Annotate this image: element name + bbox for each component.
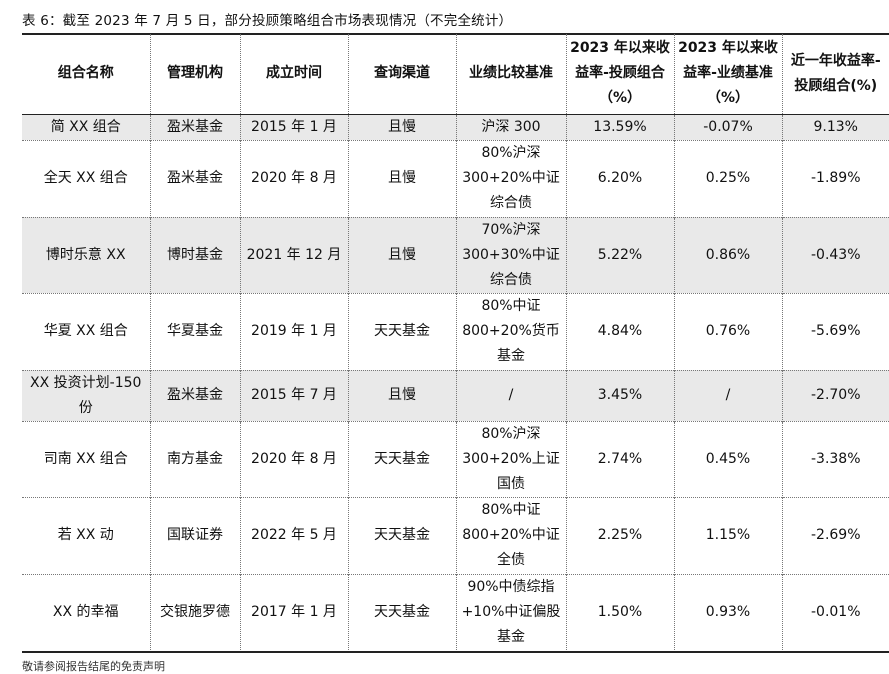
cell-r1: 4.84%	[565, 292, 674, 370]
cell-r1: 13.59%	[565, 113, 674, 140]
cell-date: 2019 年 1 月	[239, 292, 348, 370]
cell-name: XX 投资计划-150 份	[22, 369, 150, 421]
table-caption: 表 6：截至 2023 年 7 月 5 日，部分投顾策略组合市场表现情况（不完全…	[22, 13, 513, 29]
portfolio-table: 组合名称 管理机构 成立时间 查询渠道 业绩比较基准 2023 年以来收益率-投…	[22, 34, 889, 650]
cell-name: XX 的幸福	[22, 573, 150, 650]
header-cell-r3: 近一年收益率-投顾组合(%)	[781, 34, 889, 115]
table-bottom-rule	[22, 651, 889, 653]
cell-r1: 6.20%	[565, 139, 674, 217]
cell-r1: 5.22%	[565, 216, 674, 293]
cell-org: 交银施罗德	[149, 573, 240, 650]
cell-r3: -2.69%	[781, 496, 889, 574]
cell-date: 2020 年 8 月	[239, 420, 348, 497]
header-cell-channel: 查询渠道	[347, 34, 456, 115]
table-row: XX 投资计划-150 份盈米基金 2015 年 7 月且慢/3.45% / -2.7…	[22, 369, 889, 421]
cell-bench: 80%沪深300+20%上证国债	[455, 420, 566, 497]
cell-bench: /	[455, 369, 566, 421]
header-cell-name: 组合名称	[22, 34, 150, 115]
cell-org: 盈米基金	[149, 113, 240, 140]
cell-r2: 0.45%	[673, 420, 782, 497]
cell-date: 2022 年 5 月	[239, 496, 348, 574]
cell-channel: 天天基金	[347, 573, 456, 650]
cell-date: 2017 年 1 月	[239, 573, 348, 650]
header-cell-r2: 2023 年以来收益率-业绩基准（%）	[673, 34, 782, 115]
cell-date: 2015 年 1 月	[239, 113, 348, 140]
cell-channel: 天天基金	[347, 420, 456, 497]
header-cell-date: 成立时间	[239, 34, 348, 115]
cell-r3: -2.70%	[781, 369, 889, 421]
cell-bench: 80%沪深300+20%中证综合债	[455, 139, 566, 217]
cell-channel: 天天基金	[347, 496, 456, 574]
table-body: 简 XX 组合 盈米基金 2015 年 1 月且慢 沪深 300 13.59% -0.07…	[22, 113, 889, 650]
table-row: 全天 XX 组合 盈米基金 2020 年 8 月且慢 80%沪深300+20%中证综合…	[22, 139, 889, 217]
cell-name: 全天 XX 组合	[22, 139, 150, 217]
cell-org: 博时基金	[149, 216, 240, 293]
cell-name: 若 XX 动	[22, 496, 150, 574]
cell-r1: 3.45%	[565, 369, 674, 421]
table-row: 简 XX 组合 盈米基金 2015 年 1 月且慢 沪深 300 13.59% -0.07…	[22, 113, 889, 140]
cell-r3: -0.01%	[781, 573, 889, 650]
cell-org: 华夏基金	[149, 292, 240, 370]
cell-r2: -0.07%	[673, 113, 782, 140]
cell-date: 2021 年 12 月	[239, 216, 348, 293]
cell-bench: 沪深 300	[455, 113, 566, 140]
cell-r2: 1.15%	[673, 496, 782, 574]
cell-date: 2020 年 8 月	[239, 139, 348, 217]
cell-channel: 且慢	[347, 113, 456, 140]
cell-r3: -0.43%	[781, 216, 889, 293]
cell-org: 国联证券	[149, 496, 240, 574]
table-row: 博时乐意 XX 博时基金 2021 年 12 月且慢 70%沪深300+30%中证综合…	[22, 216, 889, 293]
cell-bench: 70%沪深300+30%中证综合债	[455, 216, 566, 293]
header-row: 组合名称 管理机构 成立时间 查询渠道 业绩比较基准 2023 年以来收益率-投…	[22, 34, 889, 115]
cell-bench: 80%中证800+20%货币基金	[455, 292, 566, 370]
cell-name: 司南 XX 组合	[22, 420, 150, 497]
table-row: 司南 XX 组合 南方基金 2020 年 8 月天天基金 80%沪深300+20%上证…	[22, 420, 889, 497]
table-row: XX 的幸福 交银施罗德 2017 年 1 月天天基金 90%中债综指+10%中证偏股…	[22, 573, 889, 650]
cell-org: 南方基金	[149, 420, 240, 497]
cell-channel: 且慢	[347, 369, 456, 421]
cell-channel: 天天基金	[347, 292, 456, 370]
cell-r2: 0.86%	[673, 216, 782, 293]
cell-r2: /	[673, 369, 782, 421]
cell-r3: 9.13%	[781, 113, 889, 140]
cell-org: 盈米基金	[149, 139, 240, 217]
cell-date: 2015 年 7 月	[239, 369, 348, 421]
cell-channel: 且慢	[347, 139, 456, 217]
cell-channel: 且慢	[347, 216, 456, 293]
cell-r1: 1.50%	[565, 573, 674, 650]
cell-org: 盈米基金	[149, 369, 240, 421]
cell-bench: 90%中债综指+10%中证偏股基金	[455, 573, 566, 650]
cell-name: 博时乐意 XX	[22, 216, 150, 293]
header-cell-org: 管理机构	[149, 34, 240, 115]
cell-bench: 80%中证800+20%中证全债	[455, 496, 566, 574]
cell-r3: -1.89%	[781, 139, 889, 217]
cell-r1: 2.74%	[565, 420, 674, 497]
cell-r1: 2.25%	[565, 496, 674, 574]
cell-r2: 0.93%	[673, 573, 782, 650]
table-row: 华夏 XX 组合 华夏基金 2019 年 1 月天天基金 80%中证800+20%货币…	[22, 292, 889, 370]
cell-r3: -5.69%	[781, 292, 889, 370]
cell-r2: 0.25%	[673, 139, 782, 217]
cell-r3: -3.38%	[781, 420, 889, 497]
cell-name: 简 XX 组合	[22, 113, 150, 140]
cell-r2: 0.76%	[673, 292, 782, 370]
cell-name: 华夏 XX 组合	[22, 292, 150, 370]
table-row: 若 XX 动国联证券 2022 年 5 月天天基金 80%中证800+20%中证全债…	[22, 496, 889, 574]
disclaimer-footer: 敬请参阅报告结尾的免责声明	[22, 660, 165, 673]
header-cell-bench: 业绩比较基准	[455, 34, 566, 115]
header-cell-r1: 2023 年以来收益率-投顾组合（%）	[565, 34, 674, 115]
